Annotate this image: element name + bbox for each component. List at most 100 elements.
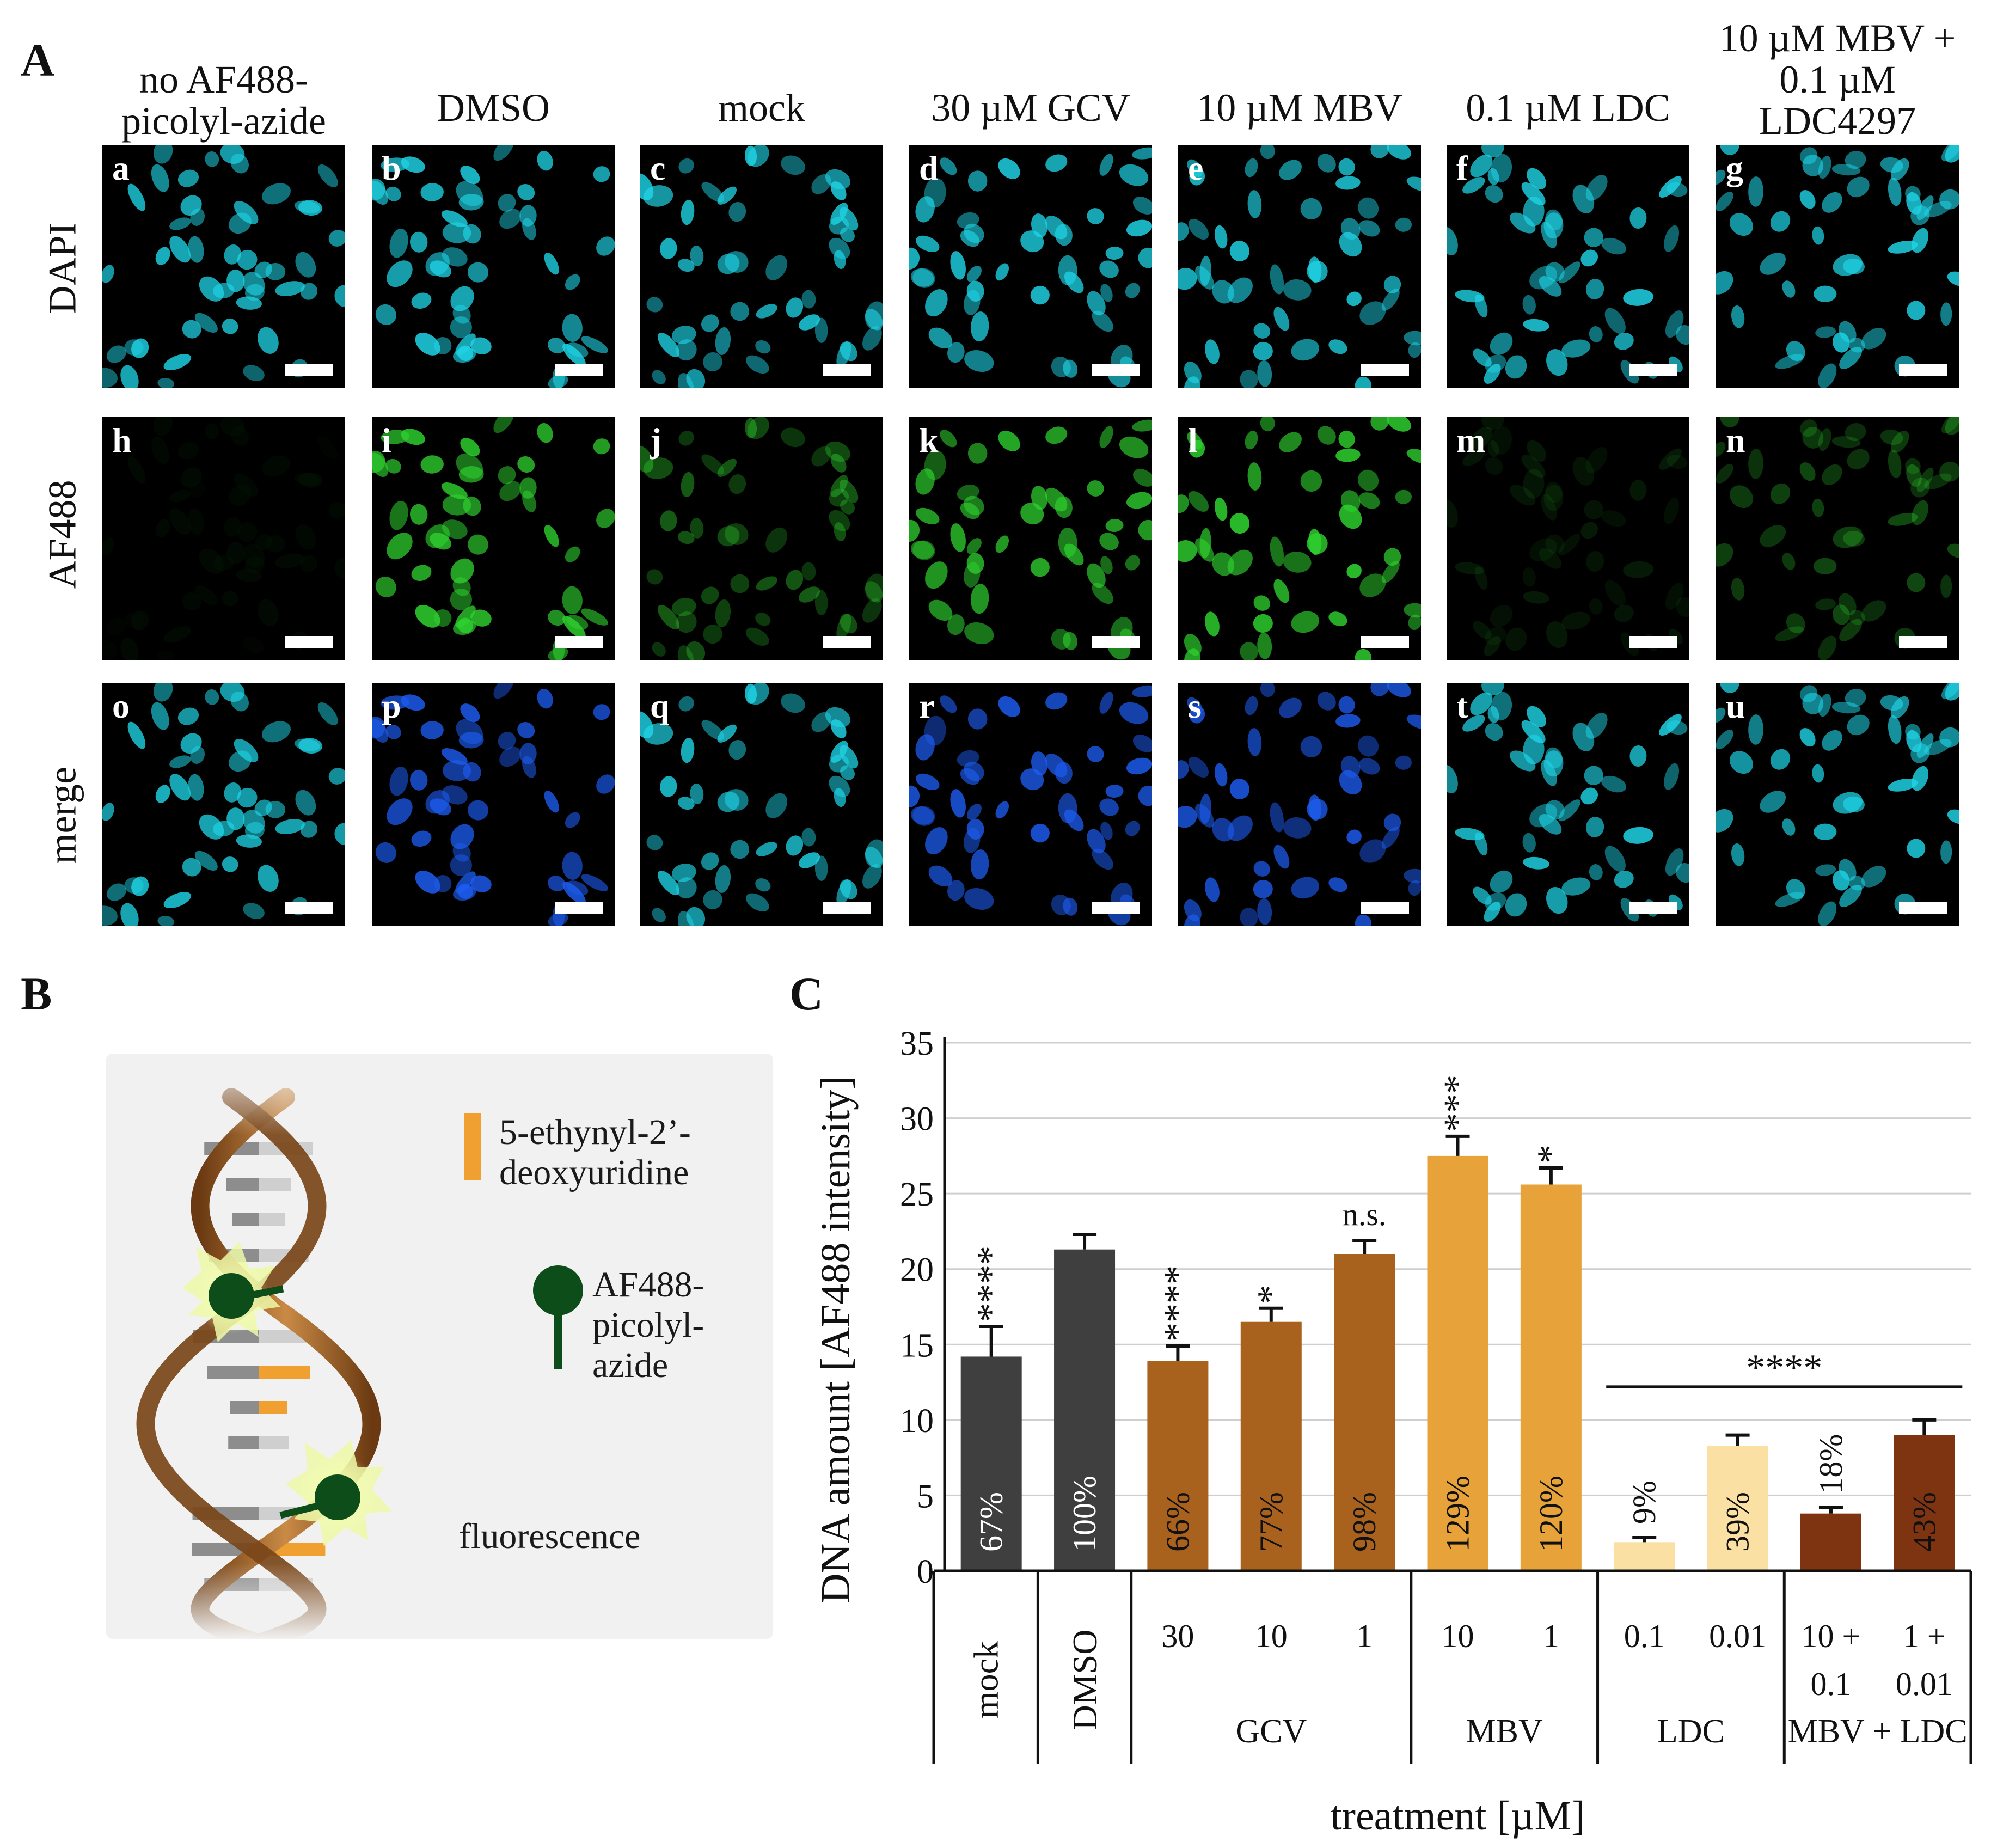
cell-nucleus: [916, 235, 940, 252]
cell-nucleus: [1601, 775, 1626, 793]
cell-nucleus: [678, 158, 694, 174]
cell-nucleus: [259, 451, 293, 480]
cell-nucleus: [1125, 555, 1140, 571]
cell-nucleus: [1505, 893, 1527, 917]
cell-nucleus: [717, 525, 740, 547]
cell-nucleus: [1888, 449, 1902, 479]
cell-nucleus: [1247, 728, 1262, 757]
cell-nucleus: [401, 429, 425, 445]
cell-nucleus: [182, 858, 201, 877]
cell-nucleus: [1045, 754, 1068, 778]
cell-nucleus: [940, 695, 957, 713]
cell-nucleus: [1214, 225, 1228, 249]
image-tile-r: r: [909, 683, 1152, 926]
cell-nucleus: [1912, 500, 1929, 525]
cell-nucleus: [188, 774, 204, 801]
cell-nucleus: [332, 554, 345, 583]
cell-nucleus: [498, 466, 516, 484]
cell-nucleus: [660, 510, 677, 531]
cell-nucleus: [1229, 241, 1250, 262]
cell-nucleus: [1916, 195, 1934, 221]
cell-nucleus: [199, 548, 224, 574]
cell-nucleus: [717, 253, 740, 274]
cell-nucleus: [1905, 458, 1921, 474]
cell-nucleus: [995, 263, 1009, 281]
cell-nucleus: [830, 454, 847, 473]
cell-nucleus: [1138, 785, 1152, 806]
cell-nucleus: [1229, 779, 1250, 800]
cell-nucleus: [950, 523, 966, 552]
cell-nucleus: [1912, 766, 1929, 791]
cell-nucleus: [1545, 262, 1565, 282]
cell-nucleus: [1358, 492, 1380, 509]
cell-nucleus: [389, 500, 408, 530]
cell-nucleus: [1839, 884, 1863, 907]
cell-nucleus: [1359, 839, 1386, 863]
cell-nucleus: [1916, 733, 1934, 758]
cell-nucleus: [596, 236, 615, 256]
cell-nucleus: [1760, 253, 1786, 275]
cell-nucleus: [1253, 323, 1271, 339]
cell-nucleus: [1308, 529, 1322, 555]
panel-b-schematic: 5-ethynyl-2’- deoxyuridine AF488- picoly…: [106, 1054, 773, 1639]
cell-nucleus: [328, 768, 345, 785]
cell-nucleus: [1822, 464, 1842, 485]
cell-nucleus: [910, 541, 934, 559]
cell-nucleus: [1880, 695, 1903, 711]
image-tile-e: e: [1178, 145, 1421, 388]
cell-nucleus: [715, 865, 731, 893]
cell-nucleus: [1676, 597, 1689, 617]
edu-legend-line-2: deoxyuridine: [499, 1153, 689, 1192]
cell-nucleus: [1270, 802, 1284, 833]
cell-nucleus: [1260, 145, 1275, 160]
cell-nucleus: [175, 439, 201, 462]
cell-nucleus: [236, 834, 262, 848]
cell-nucleus: [106, 883, 126, 901]
cell-nucleus: [1387, 145, 1411, 160]
cell-nucleus: [548, 647, 568, 660]
cell-nucleus: [966, 553, 984, 574]
cell-nucleus: [275, 281, 305, 296]
cell-nucleus: [1584, 500, 1604, 519]
scale-bar: [823, 364, 871, 376]
cell-nucleus: [995, 535, 1009, 553]
cell-nucleus: [640, 711, 654, 738]
column-header-4: 30 µM GCV: [887, 87, 1174, 128]
cell-nucleus: [1888, 512, 1918, 526]
cell-nucleus: [1748, 176, 1763, 207]
scale-bar: [823, 636, 871, 648]
cell-nucleus: [1279, 160, 1302, 180]
cell-nucleus: [1099, 533, 1119, 550]
cell-nucleus: [581, 608, 608, 626]
cell-nucleus: [1589, 598, 1603, 615]
cell-nucleus: [441, 210, 468, 227]
cell-nucleus: [1188, 491, 1209, 512]
cell-nucleus: [493, 417, 514, 433]
cell-nucleus: [1045, 692, 1068, 710]
cell-nucleus: [1539, 814, 1562, 835]
cell-nucleus: [375, 576, 396, 597]
cell-nucleus: [1947, 809, 1959, 824]
cell-nucleus: [456, 453, 483, 479]
cell-nucleus: [157, 916, 175, 926]
cell-nucleus: [190, 208, 205, 226]
bar-8: [1614, 1542, 1675, 1571]
cell-nucleus: [326, 499, 345, 522]
cell-nucleus: [1580, 787, 1598, 805]
cell-nucleus: [681, 737, 695, 763]
cell-nucleus: [730, 840, 750, 859]
cell-nucleus: [1799, 419, 1818, 437]
cell-nucleus: [701, 720, 725, 741]
base-pair-left: [226, 1178, 259, 1191]
x-axis-title: treatment [µM]: [1331, 1793, 1585, 1839]
cell-nucleus: [1279, 432, 1302, 452]
cell-nucleus: [1523, 196, 1545, 227]
probe-head-2: [315, 1474, 360, 1520]
cell-nucleus: [1481, 683, 1504, 696]
cell-nucleus: [1406, 449, 1421, 464]
cell-nucleus: [1604, 580, 1626, 607]
column-header-6: 0.1 µM LDC: [1425, 87, 1711, 128]
cell-nucleus: [1523, 468, 1545, 499]
tile-letter: f: [1456, 149, 1468, 187]
cell-nucleus: [1716, 271, 1733, 295]
